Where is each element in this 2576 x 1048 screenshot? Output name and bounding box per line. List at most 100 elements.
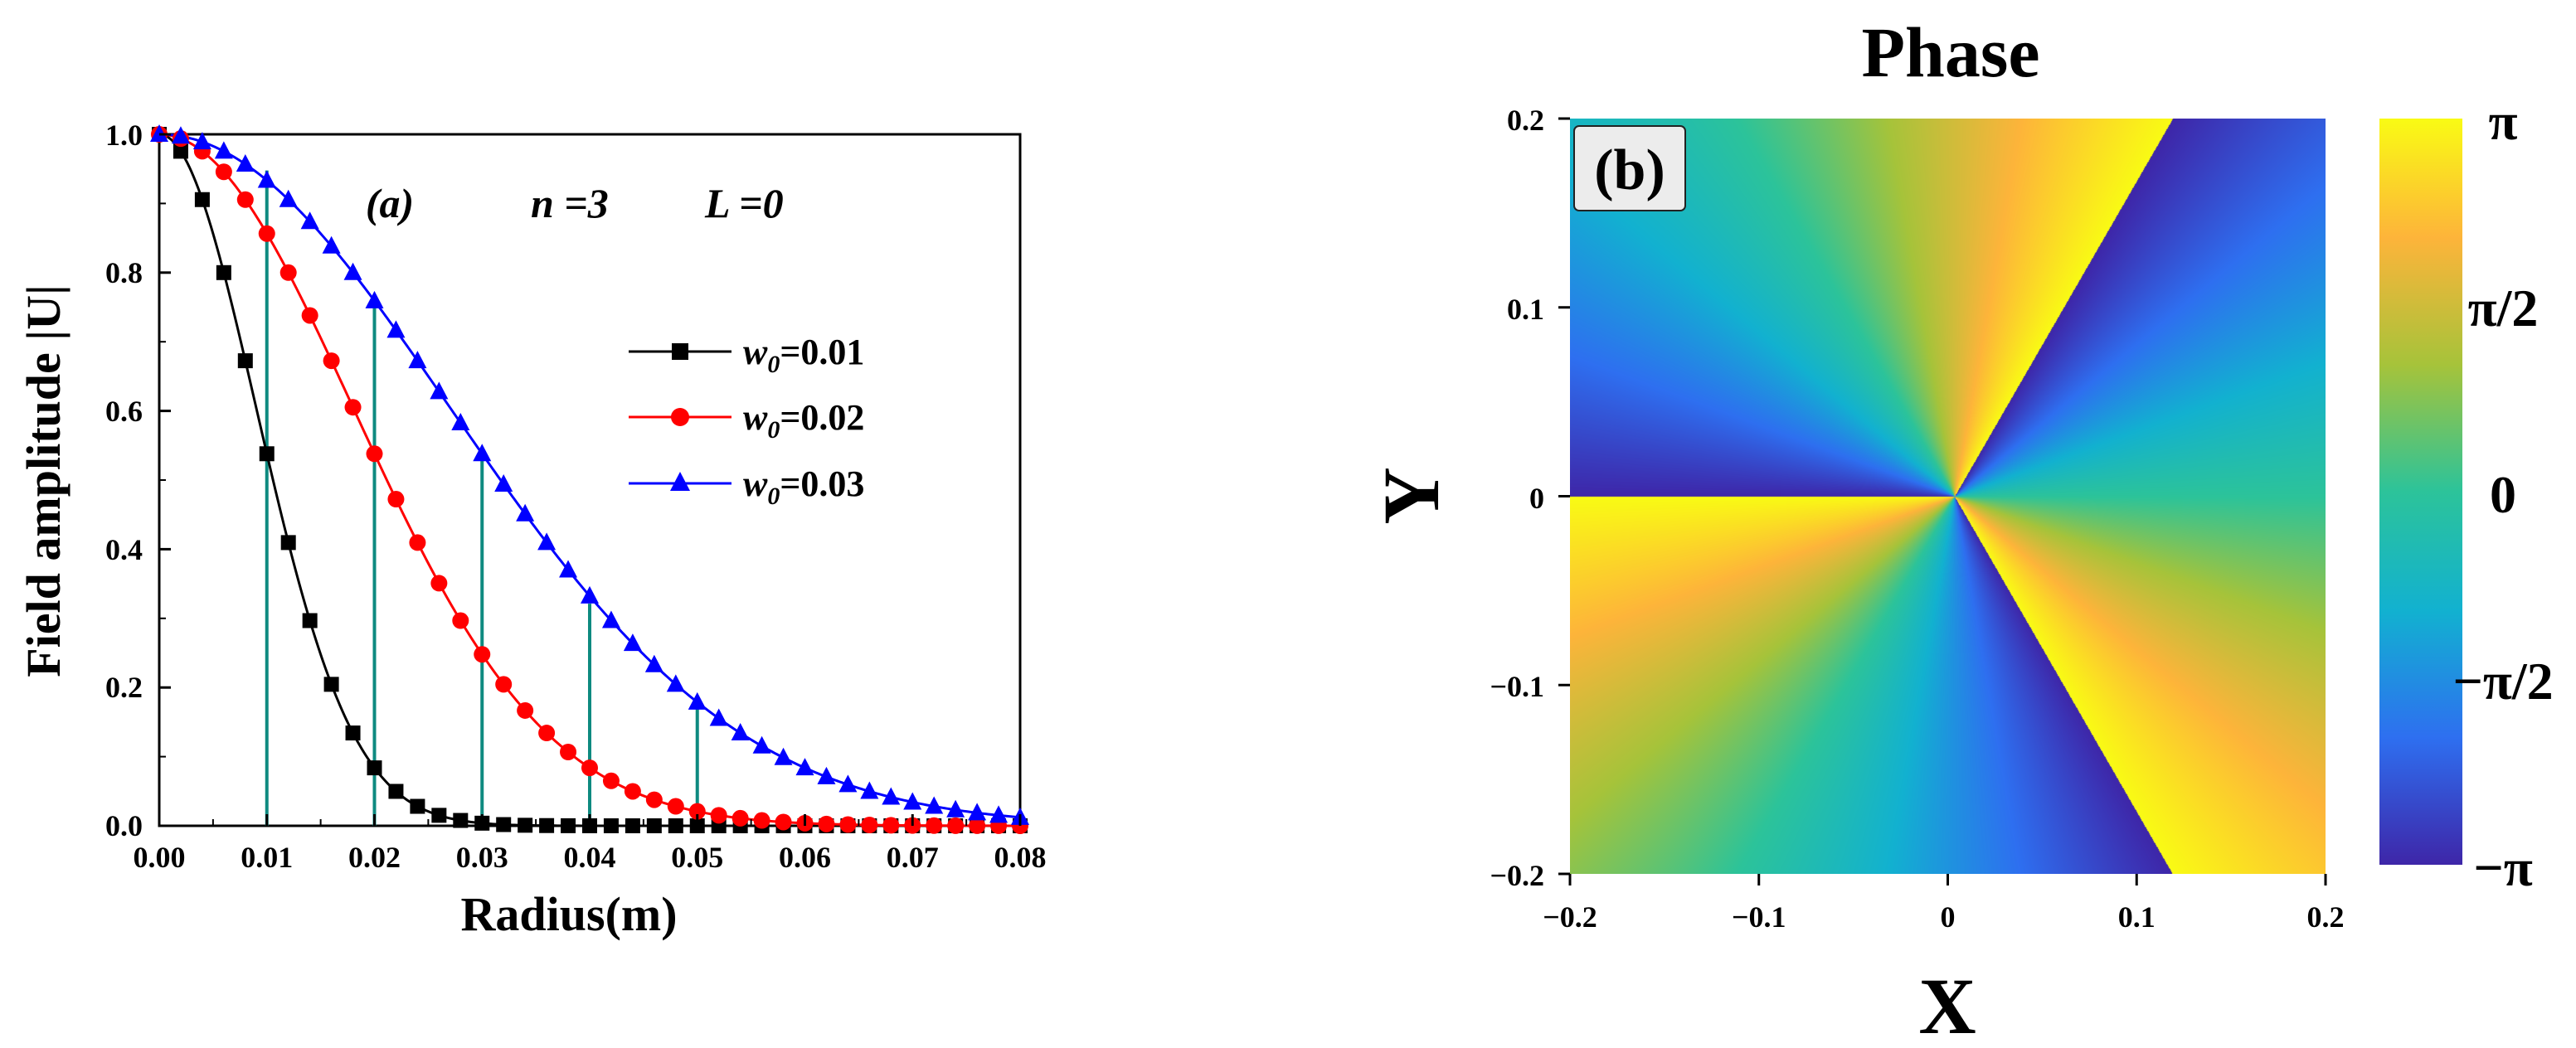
data-point <box>323 352 340 370</box>
data-point <box>301 307 318 324</box>
data-point <box>623 633 642 652</box>
data-point <box>969 817 986 834</box>
annotation-n: n =3 <box>531 180 609 226</box>
data-point <box>300 211 319 230</box>
data-point <box>818 815 835 832</box>
data-point <box>817 766 836 784</box>
series-markers <box>150 124 1029 834</box>
data-point <box>430 381 449 400</box>
data-point <box>668 818 683 833</box>
data-point <box>173 143 188 159</box>
data-point <box>408 351 427 369</box>
legend-marker-triangle <box>670 472 690 491</box>
data-point <box>279 189 298 207</box>
data-point <box>236 191 254 208</box>
data-point <box>365 290 384 308</box>
data-point <box>473 444 492 462</box>
data-point <box>775 813 792 831</box>
legend-entry-w0-001: w0=0.01 <box>629 332 864 378</box>
panel-b-label: (b) <box>1594 138 1665 202</box>
data-point <box>539 818 555 833</box>
data-point <box>731 809 749 827</box>
data-point <box>838 774 858 793</box>
data-point <box>861 817 878 834</box>
data-point <box>453 813 469 828</box>
x-tick-label: 0.07 <box>887 841 939 874</box>
y-tick-label: 1.0 <box>105 119 143 152</box>
data-point <box>192 132 211 150</box>
data-point <box>968 803 987 821</box>
data-point <box>386 320 406 338</box>
data-point <box>989 805 1009 823</box>
data-point <box>666 674 685 692</box>
data-point <box>452 612 469 629</box>
y-tick-labels-a: 0.0 0.2 0.4 0.6 0.8 1.0 <box>105 119 143 842</box>
data-point <box>279 264 297 281</box>
data-point <box>258 225 275 242</box>
vertical-lines <box>265 170 699 826</box>
data-point <box>731 723 750 741</box>
colorbar-tick-label: 0 <box>2490 465 2516 524</box>
data-point <box>882 787 901 805</box>
legend-entry-w0-003: w0=0.03 <box>629 463 864 510</box>
data-point <box>646 818 662 833</box>
x-tick-label: −0.1 <box>1732 900 1786 934</box>
y-tick-label: 0.8 <box>105 256 143 289</box>
data-point <box>559 560 578 578</box>
data-point <box>710 807 727 824</box>
data-point <box>237 353 253 369</box>
data-point <box>323 677 339 692</box>
x-tick-label: 0.05 <box>671 841 723 874</box>
legend-entry-w0-002: w0=0.02 <box>629 397 864 444</box>
x-tick-label: 0.08 <box>994 841 1047 874</box>
axis-ticks-a <box>158 133 1022 827</box>
data-point <box>947 817 965 834</box>
data-point <box>344 399 362 416</box>
axis-ticks-b <box>1558 117 2327 885</box>
data-point <box>496 817 512 832</box>
data-point <box>645 791 663 808</box>
svg-text:w0=0.03: w0=0.03 <box>743 463 864 510</box>
data-point <box>494 474 513 492</box>
y-axis-label-b: Y <box>1367 467 1456 524</box>
y-tick-label: 0.6 <box>105 395 143 428</box>
data-point <box>474 646 491 663</box>
svg-text:w0=0.02: w0=0.02 <box>743 397 864 444</box>
data-point <box>538 725 556 742</box>
data-point <box>561 818 576 833</box>
data-point <box>236 153 255 172</box>
data-point <box>882 817 900 834</box>
x-tick-label: −0.2 <box>1543 900 1597 934</box>
phase-heatmap <box>1570 119 2326 874</box>
legend-marker-square <box>672 343 688 360</box>
x-tick-labels-a: 0.00 0.01 0.02 0.03 0.04 0.05 0.06 0.07 … <box>134 841 1047 874</box>
data-point <box>215 163 232 181</box>
y-tick-label: 0.2 <box>105 671 143 704</box>
data-point <box>343 262 362 280</box>
data-point <box>839 816 857 833</box>
data-point <box>431 808 447 823</box>
panel-b-heatmap: Phase (b) −0.2 −0.1 0 0.1 0.2 0.2 0.1 0 … <box>1367 12 2554 1048</box>
data-point <box>537 532 557 551</box>
data-point <box>752 735 771 754</box>
x-tick-label: 0 <box>1941 900 1956 934</box>
data-point <box>430 575 448 592</box>
colorbar-tick-labels: π π/2 0 −π/2 −π <box>2452 92 2553 897</box>
data-point <box>581 585 599 604</box>
x-tick-label: 0.00 <box>134 841 186 874</box>
data-point <box>517 701 534 719</box>
data-point <box>322 235 341 254</box>
data-point <box>581 759 598 777</box>
phase-canvas <box>1570 119 2326 874</box>
x-tick-label: 0.04 <box>564 841 616 874</box>
data-point <box>903 792 922 810</box>
y-tick-label: −0.2 <box>1490 859 1544 892</box>
data-point <box>625 818 640 833</box>
y-axis-label-a: Field amplitude |U| <box>17 284 70 677</box>
x-tick-label: 0.2 <box>2307 900 2345 934</box>
svg-text:w0=0.01: w0=0.01 <box>743 332 864 378</box>
data-point <box>259 446 275 462</box>
data-point <box>409 534 426 551</box>
y-tick-label: 0.0 <box>105 809 143 842</box>
data-point <box>216 264 231 280</box>
